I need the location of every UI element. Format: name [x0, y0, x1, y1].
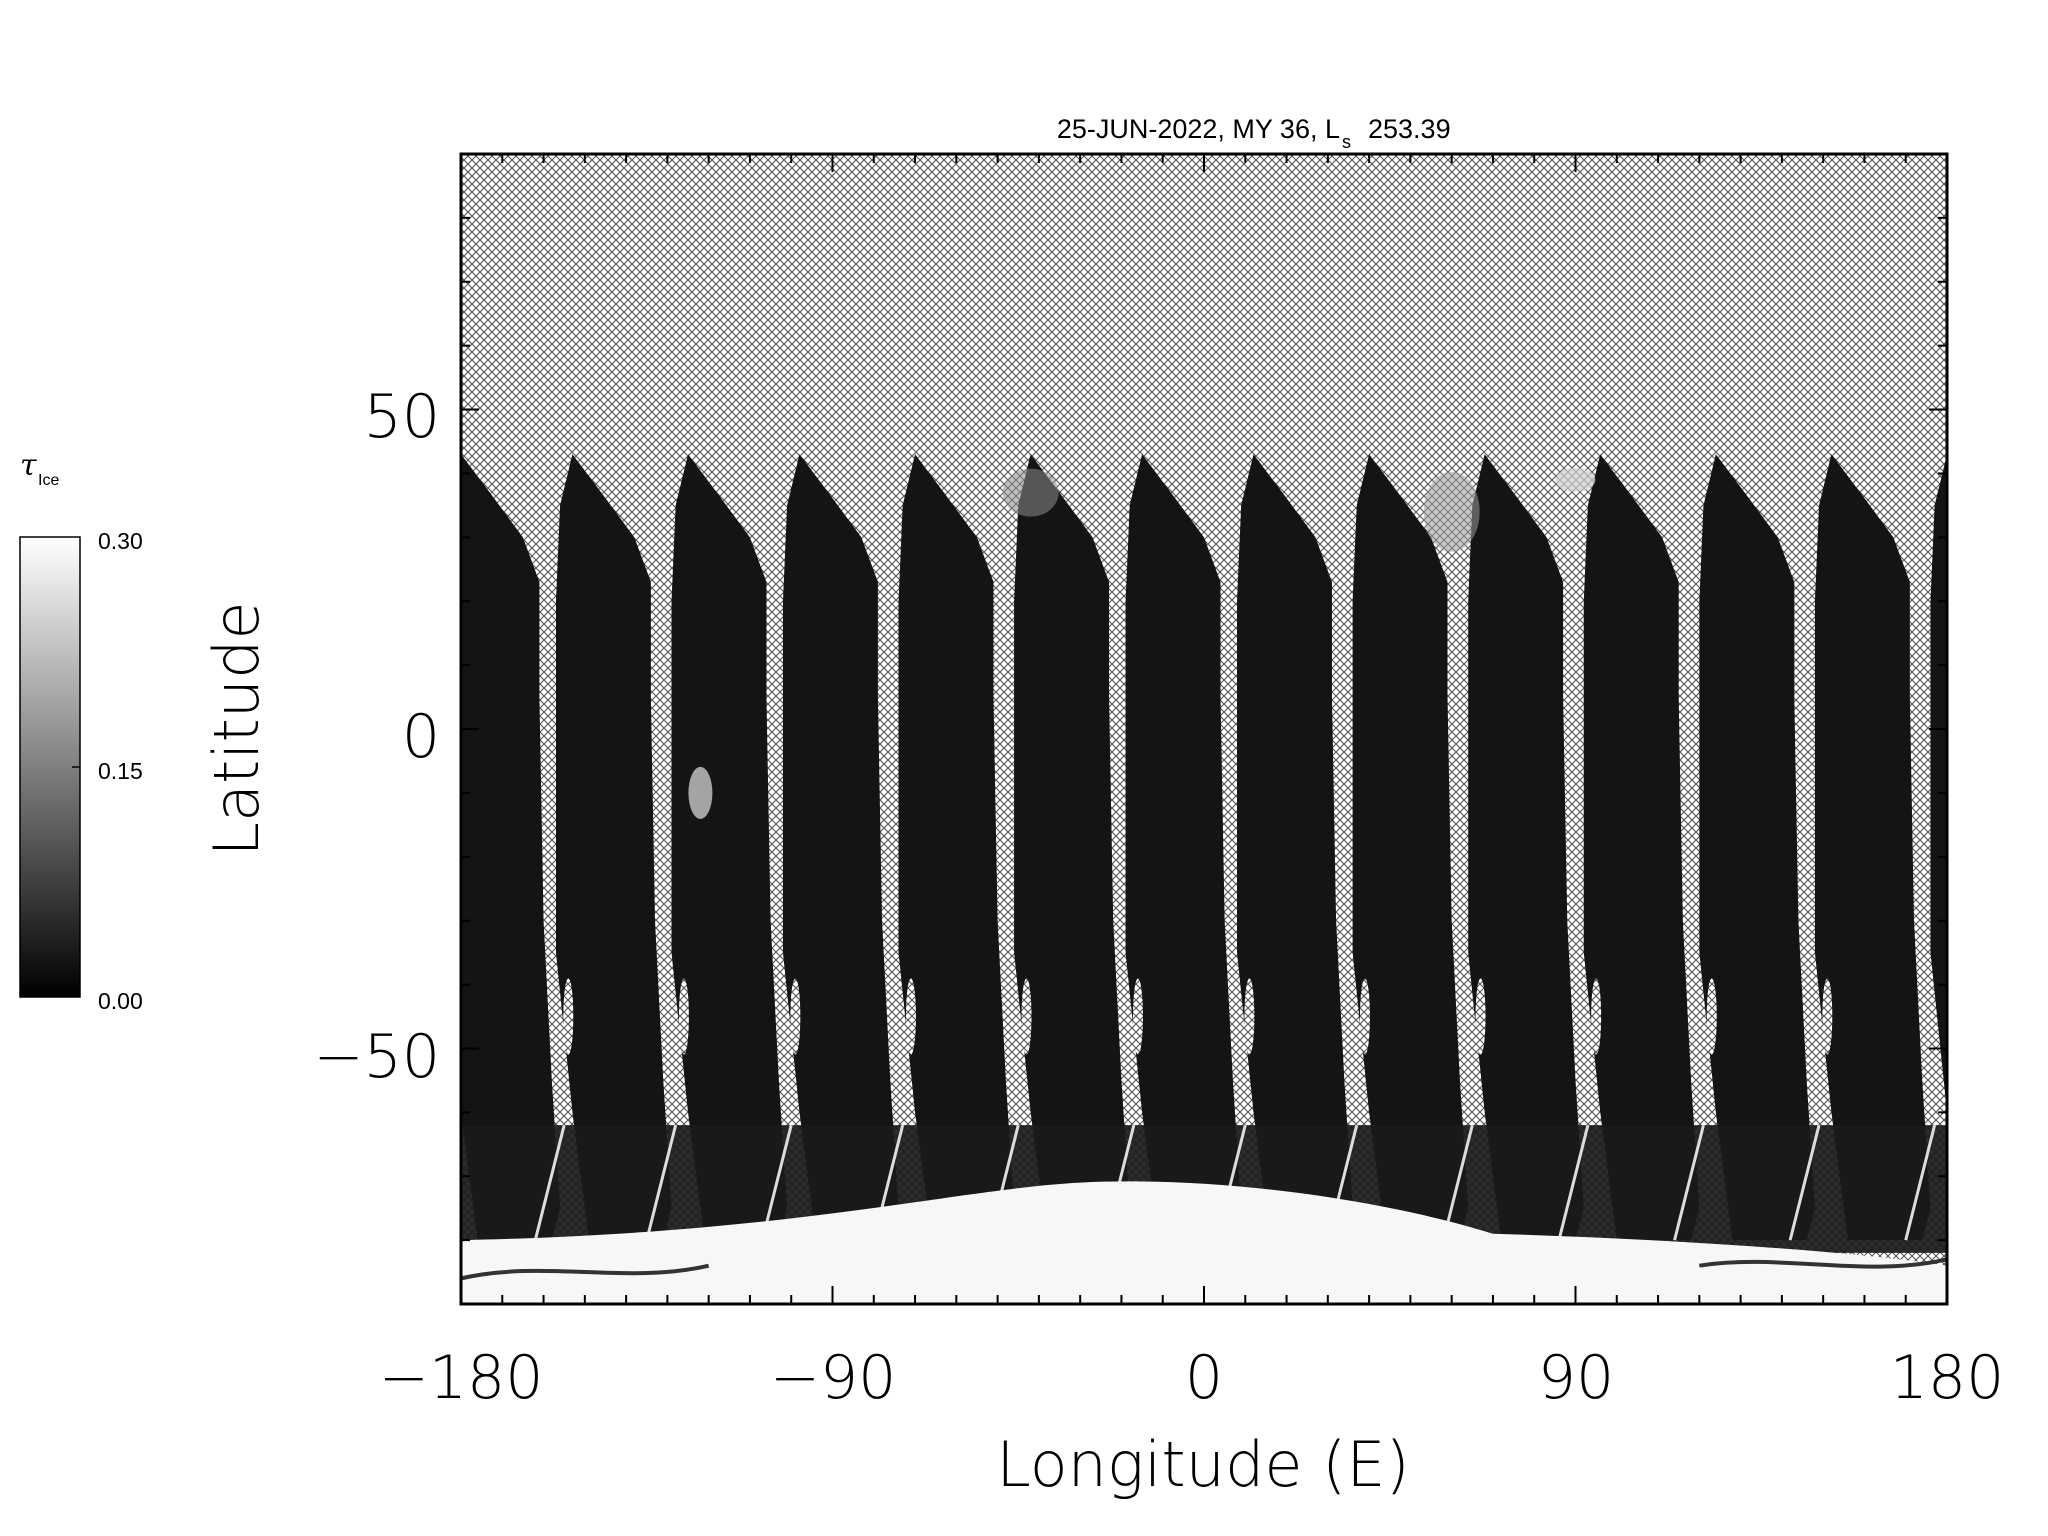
- orbit-swath: [1014, 454, 1130, 1241]
- x-tick-label: 0: [1185, 1343, 1223, 1413]
- northern-haze: [1555, 467, 1596, 492]
- orbit-swath: [1237, 454, 1353, 1241]
- swath-gap: [1244, 978, 1255, 1055]
- bright-cloud: [688, 766, 713, 819]
- title-ls-value: 253.39: [1368, 114, 1451, 144]
- swath-gap: [678, 978, 689, 1055]
- swath-gap: [563, 978, 574, 1055]
- swath-seam: [1557, 1124, 1590, 1241]
- orbit-swath: [1699, 454, 1815, 1241]
- colorbar-title-subscript: Ice: [38, 472, 59, 489]
- northern-haze: [1423, 471, 1480, 552]
- orbit-swath: [555, 454, 672, 1241]
- axis-ticks: [460, 153, 1948, 1305]
- northern-haze: [1002, 468, 1059, 517]
- orbit-swaths: [461, 454, 2048, 1253]
- orbit-swath: [461, 454, 561, 1241]
- swath-seam: [1673, 1124, 1705, 1241]
- swath-seam: [1441, 1124, 1474, 1241]
- orbit-swath: [1930, 454, 1947, 1113]
- orbit-swath: [1814, 454, 1931, 1241]
- y-axis-label: Latitude: [200, 601, 273, 856]
- x-tick-label: 180: [1890, 1343, 2005, 1413]
- south-polar-cap: [461, 1181, 1947, 1304]
- swath-seam: [760, 1124, 793, 1241]
- swath-gap: [1706, 978, 1717, 1055]
- colorbar-title: τ: [20, 448, 37, 483]
- cap-edge-streak: [1699, 1257, 1947, 1269]
- orbit-swath: [2042, 454, 2048, 1240]
- orbit-swath: [782, 454, 899, 1241]
- y-tick-label: −50: [313, 1022, 440, 1092]
- y-tick-label: 50: [364, 382, 440, 452]
- swath-gap: [790, 978, 801, 1055]
- swath-seam: [533, 1124, 566, 1241]
- colorbar-tick-label: 0.15: [98, 758, 143, 784]
- map-features: [461, 467, 1947, 1304]
- swath-gap: [1021, 978, 1032, 1055]
- orbit-swath: [1468, 454, 1584, 1241]
- orbit-swath: [898, 454, 1015, 1241]
- chart-title: 25-JUN-2022, MY 36, L: [1057, 114, 1340, 144]
- y-tick-label: 0: [402, 702, 440, 772]
- x-tick-label: −90: [770, 1343, 897, 1413]
- swath-gap: [1822, 978, 1833, 1055]
- swath-seam: [1904, 1124, 1937, 1241]
- x-tick-label: −180: [379, 1343, 544, 1413]
- orbit-swath: [1125, 454, 1242, 1241]
- swath-gap: [905, 978, 916, 1055]
- swath-gap: [1475, 978, 1486, 1055]
- swath-gap: [1132, 978, 1143, 1055]
- colorbar: τ Ice 0.30 0.15 0.00: [19, 448, 143, 1014]
- orbit-swath: [1583, 454, 1700, 1241]
- swath-gap: [1591, 978, 1602, 1055]
- cap-edge-streak: [461, 1263, 710, 1281]
- swath-seam: [1788, 1124, 1821, 1241]
- x-tick-label: 90: [1538, 1343, 1614, 1413]
- title-ls-subscript: s: [1342, 132, 1351, 152]
- orbit-swath: [1352, 454, 1469, 1241]
- swath-seam: [645, 1124, 678, 1241]
- swath-gap: [1359, 978, 1370, 1055]
- colorbar-tick-label: 0.00: [98, 988, 143, 1014]
- x-axis-label: Longitude (E): [996, 1428, 1409, 1501]
- colorbar-tick-label: 0.30: [98, 528, 143, 554]
- orbit-swath: [671, 454, 788, 1241]
- colorbar-gradient: [19, 536, 81, 998]
